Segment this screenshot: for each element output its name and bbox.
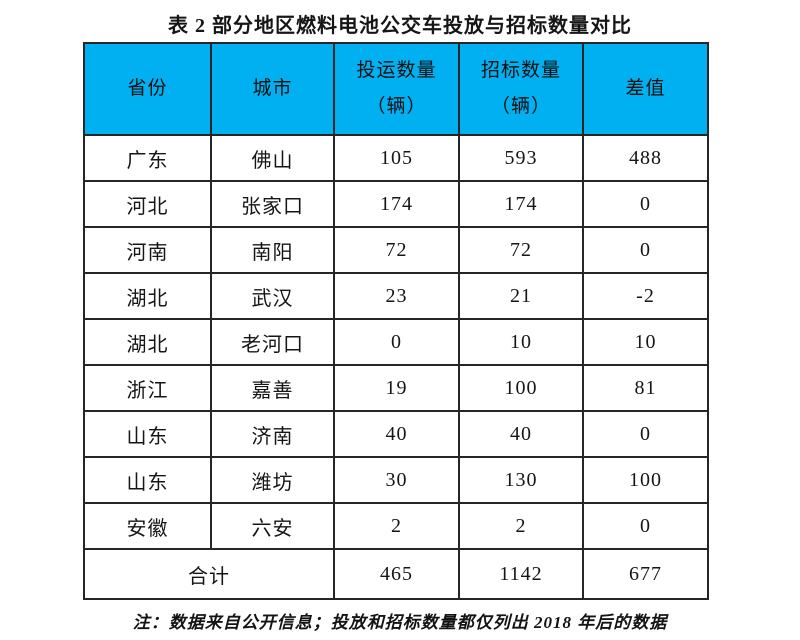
- cell-diff: 100: [582, 456, 709, 504]
- table-row: 山东 济南 40 40 0: [83, 410, 709, 458]
- cell-tendered: 10: [458, 318, 584, 366]
- cell-deployed: 0: [333, 318, 460, 366]
- cell-tendered: 72: [458, 226, 584, 274]
- cell-deployed: 105: [333, 134, 460, 182]
- cell-province: 湖北: [83, 272, 212, 320]
- cell-deployed: 19: [333, 364, 460, 412]
- cell-tendered: 174: [458, 180, 584, 228]
- cell-city: 老河口: [210, 318, 335, 366]
- table-row: 湖北 武汉 23 21 -2: [83, 272, 709, 320]
- cell-province: 广东: [83, 134, 212, 182]
- table-title: 表 2 部分地区燃料电池公交车投放与招标数量对比: [168, 15, 632, 37]
- table-row: 山东 潍坊 30 130 100: [83, 456, 709, 504]
- cell-diff: -2: [582, 272, 709, 320]
- cell-deployed: 2: [333, 502, 460, 550]
- cell-city: 张家口: [210, 180, 335, 228]
- col-header-city-label: 城市: [252, 78, 293, 99]
- cell-deployed: 72: [333, 226, 460, 274]
- total-row: 合计 465 1142 677: [83, 548, 709, 600]
- cell-city: 武汉: [210, 272, 335, 320]
- fuel-cell-bus-comparison-table: 省份 城市 投运数量 （辆） 招标数量 （辆） 差值: [83, 42, 709, 600]
- col-header-tendered-unit: （辆）: [490, 96, 551, 117]
- cell-tendered: 2: [458, 502, 584, 550]
- cell-diff: 81: [582, 364, 709, 412]
- cell-tendered: 130: [458, 456, 584, 504]
- cell-city: 南阳: [210, 226, 335, 274]
- cell-tendered: 21: [458, 272, 584, 320]
- cell-province: 湖北: [83, 318, 212, 366]
- cell-province: 山东: [83, 410, 212, 458]
- cell-deployed: 23: [333, 272, 460, 320]
- col-header-city: 城市: [210, 42, 335, 136]
- cell-diff: 0: [582, 410, 709, 458]
- col-header-tendered: 招标数量 （辆）: [458, 42, 584, 136]
- cell-city: 佛山: [210, 134, 335, 182]
- cell-province: 安徽: [83, 502, 212, 550]
- col-header-province-label: 省份: [127, 78, 168, 99]
- table-row: 河北 张家口 174 174 0: [83, 180, 709, 228]
- col-header-diff-label: 差值: [625, 78, 666, 99]
- cell-city: 济南: [210, 410, 335, 458]
- col-header-deployed: 投运数量 （辆）: [333, 42, 460, 136]
- cell-diff: 0: [582, 180, 709, 228]
- cell-total-diff: 677: [582, 548, 709, 600]
- cell-diff: 10: [582, 318, 709, 366]
- table-header: 省份 城市 投运数量 （辆） 招标数量 （辆） 差值: [83, 42, 709, 136]
- table-row: 安徽 六安 2 2 0: [83, 502, 709, 550]
- cell-diff: 488: [582, 134, 709, 182]
- table-row: 河南 南阳 72 72 0: [83, 226, 709, 274]
- cell-province: 河南: [83, 226, 212, 274]
- cell-diff: 0: [582, 226, 709, 274]
- cell-city: 六安: [210, 502, 335, 550]
- table-row: 浙江 嘉善 19 100 81: [83, 364, 709, 412]
- table-row: 湖北 老河口 0 10 10: [83, 318, 709, 366]
- cell-province: 河北: [83, 180, 212, 228]
- cell-tendered: 593: [458, 134, 584, 182]
- cell-tendered: 100: [458, 364, 584, 412]
- col-header-diff: 差值: [582, 42, 709, 136]
- cell-province: 山东: [83, 456, 212, 504]
- cell-deployed: 174: [333, 180, 460, 228]
- col-header-deployed-label: 投运数量: [356, 60, 437, 81]
- cell-city: 嘉善: [210, 364, 335, 412]
- cell-total-deployed: 465: [333, 548, 460, 600]
- table-body: 广东 佛山 105 593 488 河北 张家口 174 174 0 河南 南阳…: [83, 134, 709, 600]
- header-row: 省份 城市 投运数量 （辆） 招标数量 （辆） 差值: [83, 42, 709, 136]
- cell-total-label: 合计: [83, 548, 335, 600]
- cell-total-tendered: 1142: [458, 548, 584, 600]
- cell-city: 潍坊: [210, 456, 335, 504]
- cell-province: 浙江: [83, 364, 212, 412]
- table-row: 广东 佛山 105 593 488: [83, 134, 709, 182]
- table-footnote: 注：数据来自公开信息；投放和招标数量都仅列出 2018 年后的数据: [132, 613, 668, 632]
- cell-deployed: 40: [333, 410, 460, 458]
- cell-diff: 0: [582, 502, 709, 550]
- cell-tendered: 40: [458, 410, 584, 458]
- col-header-province: 省份: [83, 42, 212, 136]
- col-header-deployed-unit: （辆）: [366, 96, 427, 117]
- cell-deployed: 30: [333, 456, 460, 504]
- col-header-tendered-label: 招标数量: [480, 60, 561, 81]
